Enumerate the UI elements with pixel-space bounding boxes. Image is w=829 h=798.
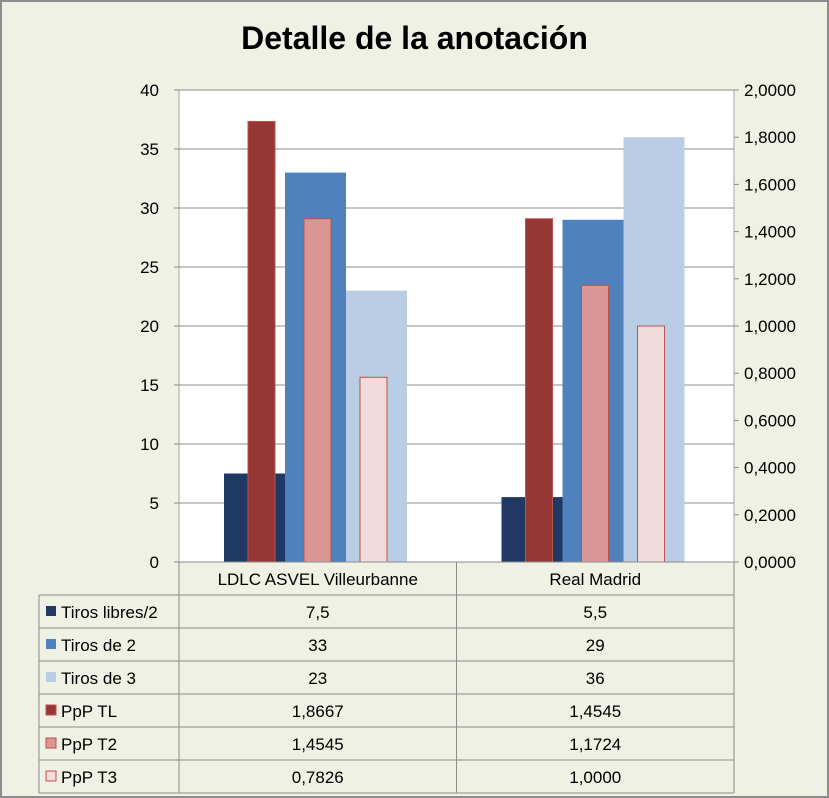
y-left-tick-label: 35 [140, 140, 159, 159]
y-right-tick-label: 1,8000 [744, 128, 796, 147]
data-label: 1,4545 [569, 702, 621, 721]
y-right-tick-label: 1,0000 [744, 317, 796, 336]
x-category-label: Real Madrid [549, 570, 641, 589]
legend-label: PpP TL [61, 702, 117, 721]
y-right-tick-label: 1,6000 [744, 175, 796, 194]
legend-swatch [45, 737, 57, 749]
y-left-tick-label: 5 [150, 494, 159, 513]
data-label: 7,5 [306, 603, 330, 622]
bar [247, 120, 276, 563]
y-right-tick-label: 1,2000 [744, 270, 796, 289]
y-left-tick-label: 20 [140, 317, 159, 336]
y-left-tick-label: 25 [140, 258, 159, 277]
bar [525, 218, 553, 563]
x-category-label: LDLC ASVEL Villeurbanne [218, 570, 418, 589]
y-right-tick-label: 0,8000 [744, 364, 796, 383]
legend-swatch [45, 704, 57, 716]
y-right-tick-label: 2,0000 [744, 81, 796, 100]
bar [581, 284, 609, 563]
data-label: 1,8667 [292, 702, 344, 721]
y-left-tick-label: 30 [140, 199, 159, 218]
data-label: 1,0000 [569, 768, 621, 787]
data-label: 0,7826 [292, 768, 344, 787]
data-label: 1,1724 [569, 735, 621, 754]
data-label: 5,5 [583, 603, 607, 622]
legend-swatch [45, 770, 57, 782]
chart-title: Detalle de la anotación [241, 20, 588, 56]
legend-swatch [46, 639, 56, 649]
data-label: 29 [586, 636, 605, 655]
y-left-tick-label: 10 [140, 435, 159, 454]
y-right-tick-label: 0,2000 [744, 506, 796, 525]
y-right-tick-label: 0,0000 [744, 553, 796, 572]
legend-label: Tiros de 2 [61, 636, 136, 655]
data-label: 33 [308, 636, 327, 655]
legend-label: Tiros de 3 [61, 669, 136, 688]
bar [303, 218, 332, 563]
data-label: 1,4545 [292, 735, 344, 754]
y-right-tick-label: 0,4000 [744, 459, 796, 478]
data-label: 23 [308, 669, 327, 688]
y-right-tick-label: 1,4000 [744, 223, 796, 242]
y-left-tick-label: 15 [140, 376, 159, 395]
y-right-tick-label: 0,6000 [744, 411, 796, 430]
y-left-tick-label: 0 [150, 553, 159, 572]
bar [359, 376, 388, 563]
legend-swatch [46, 606, 56, 616]
legend-label: PpP T2 [61, 735, 117, 754]
legend-label: PpP T3 [61, 768, 117, 787]
bar [637, 325, 665, 563]
legend-label: Tiros libres/2 [61, 603, 158, 622]
data-label: 36 [586, 669, 605, 688]
y-left-tick-label: 40 [140, 81, 159, 100]
legend-swatch [46, 672, 56, 682]
